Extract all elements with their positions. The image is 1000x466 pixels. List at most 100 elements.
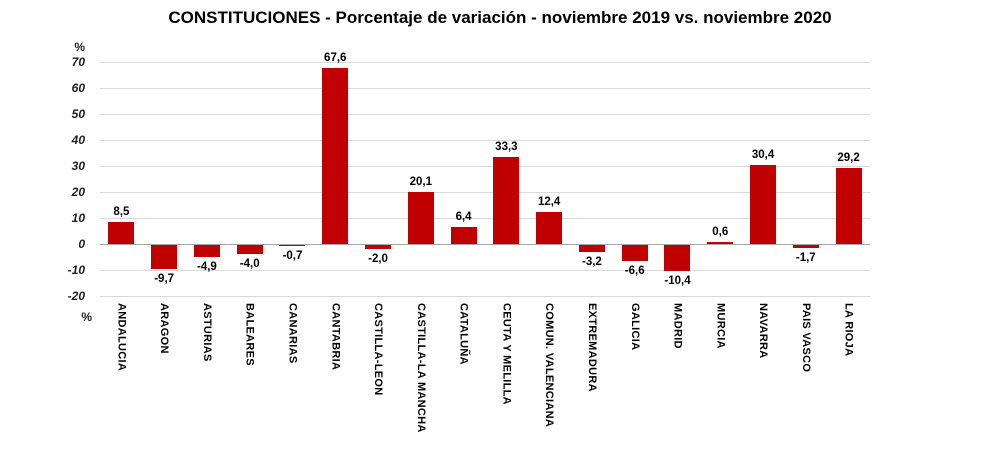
value-label: 8,5 [113, 205, 130, 218]
category-label-slot: BALEARES [228, 303, 271, 458]
bar-navarra [750, 164, 777, 244]
value-label: 30,4 [751, 148, 775, 161]
bar-murcia [707, 242, 734, 244]
bar-asturias [193, 244, 220, 257]
y-tick-label: 0 [78, 237, 85, 251]
category-label-slot: LA RIOJA [827, 303, 870, 458]
category-label-slot: ANDALUCIA [100, 303, 143, 458]
y-tick-label: 30 [71, 158, 85, 173]
category-label: MURCIA [714, 303, 727, 349]
category-label: NAVARRA [757, 303, 770, 359]
category-label-slot: CATALUÑA [442, 303, 485, 458]
category-label-slot: ASTURIAS [186, 303, 229, 458]
gridline [100, 296, 870, 297]
value-label: -2,0 [368, 253, 388, 266]
category-label: BALEARES [243, 303, 256, 366]
value-label: -0,7 [282, 249, 303, 262]
category-label: CASTILLA-LA MANCHA [414, 303, 427, 433]
bar-aragon [151, 244, 178, 270]
bar-slot: -0,7 [271, 62, 314, 296]
value-label: 6,4 [455, 211, 472, 224]
category-label-slot: EXTREMADURA [571, 303, 614, 458]
category-label: EXTREMADURA [585, 303, 598, 392]
gridline [100, 192, 870, 193]
category-label: COMUN. VALENCIANA [543, 303, 556, 428]
value-label: 67,6 [324, 52, 347, 65]
value-label: -6,6 [624, 265, 645, 278]
category-label-slot: MURCIA [699, 303, 742, 458]
bar-slot: 8,5 [100, 62, 143, 296]
value-label: -4,0 [239, 258, 260, 271]
gridline [100, 114, 870, 115]
y-tick-label: 20 [71, 185, 85, 199]
bar-comun-valenciana [536, 211, 563, 244]
bar-extremadura [578, 244, 605, 253]
category-label: CANTABRIA [329, 303, 342, 371]
bar-slot: 6,4 [442, 62, 485, 296]
category-label-slot: ARAGON [143, 303, 186, 458]
value-label: -1,7 [795, 252, 816, 265]
category-label: ASTURIAS [200, 303, 213, 362]
y-tick-label: 60 [71, 80, 85, 95]
category-label: LA RIOJA [842, 303, 855, 357]
bar-slot: -4,0 [228, 62, 271, 296]
bar-la-rioja [835, 168, 862, 244]
bar-slot: 30,4 [742, 62, 785, 296]
category-label-slot: CANTABRIA [314, 303, 357, 458]
value-label: 12,4 [537, 195, 561, 208]
gridline [100, 62, 870, 63]
bar-ceuta-y-melilla [493, 157, 520, 244]
y-axis-unit-bottom: % [81, 310, 92, 324]
category-label-slot: PAIS VASCO [785, 303, 828, 458]
bar-madrid [664, 244, 691, 272]
bar-castilla-leon [365, 244, 392, 250]
bar-slot: -1,7 [784, 62, 827, 296]
value-label: -3,2 [582, 256, 602, 269]
category-label-slot: MADRID [656, 303, 699, 458]
bar-pais-vasco [792, 244, 819, 249]
category-label-slot: CANARIAS [271, 303, 314, 458]
category-label: MADRID [671, 303, 684, 349]
category-label-slot: NAVARRA [742, 303, 785, 458]
bar-slot: -4,9 [186, 62, 229, 296]
gridline [100, 270, 870, 271]
bar-galicia [621, 244, 648, 262]
category-label: CASTILLA-LEON [372, 303, 385, 396]
y-tick-label: 70 [71, 55, 85, 69]
bar-andalucia [108, 221, 135, 244]
gridline [100, 139, 870, 141]
bar-slot: -6,6 [613, 62, 656, 296]
y-tick-label: -10 [67, 262, 85, 277]
y-tick-label: 10 [71, 210, 85, 225]
category-label: CEUTA Y MELILLA [500, 303, 513, 405]
plot-area: 8,5 -9,7 -4,9 -4,0 -0,7 67,6 -2,0 20,1 6,4 33,3 12… [100, 52, 870, 297]
category-label: GALICIA [628, 303, 641, 351]
y-axis: 70 60 50 40 30 20 10 0 -10 -20 [0, 55, 95, 303]
bar-slot: -10,4 [656, 62, 699, 296]
bar-castilla-la-mancha [407, 191, 434, 244]
bar-slot: 29,2 [827, 62, 870, 296]
bar-slot: -9,7 [143, 62, 186, 296]
category-label: PAIS VASCO [799, 303, 812, 373]
bar-slot: 0,6 [699, 62, 742, 296]
gridline [100, 88, 870, 89]
bar-slot: 33,3 [485, 62, 528, 296]
bar-slot: 20,1 [399, 62, 442, 296]
value-label: -10,4 [664, 275, 691, 288]
bar-slot: 12,4 [528, 62, 571, 296]
y-axis-unit-top: % [74, 40, 85, 54]
value-label: -9,7 [154, 273, 175, 286]
bar-cataluña [450, 227, 477, 244]
chart-title: CONSTITUCIONES - Porcentaje de variación… [168, 8, 832, 27]
category-label-slot: CASTILLA-LA MANCHA [399, 303, 442, 458]
category-label-slot: COMUN. VALENCIANA [528, 303, 571, 458]
value-label: 33,3 [495, 141, 518, 154]
bar-slot: -2,0 [357, 62, 400, 296]
category-label: ANDALUCIA [115, 303, 128, 372]
bar-slot: 67,6 [314, 52, 357, 296]
y-tick-label: -20 [67, 289, 85, 303]
value-label: -4,9 [197, 260, 217, 273]
category-label-slot: CEUTA Y MELILLA [485, 303, 528, 458]
category-label-slot: GALICIA [613, 303, 656, 458]
